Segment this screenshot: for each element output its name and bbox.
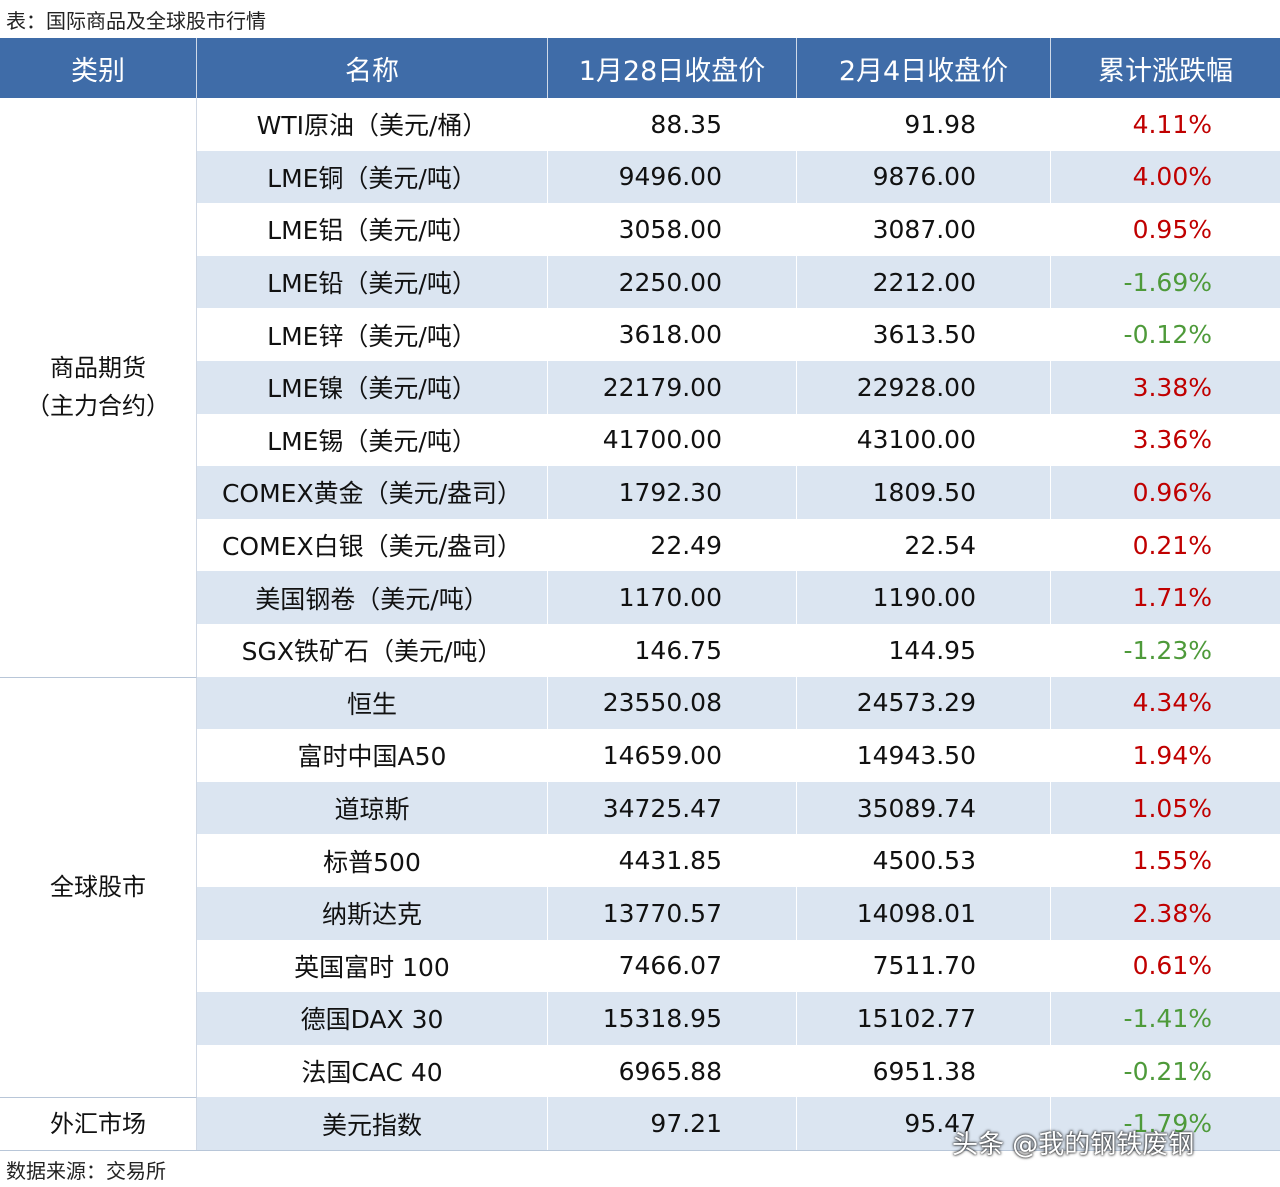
price-cell: 4500.53 <box>797 834 1051 887</box>
item-name: COMEX白银（美元/盎司） <box>197 518 548 572</box>
change-cell: 0.96% <box>1051 466 1280 519</box>
item-name: 英国富时 100 <box>197 939 548 993</box>
category-line: 全球股市 <box>50 873 146 902</box>
price-cell: 3058.00 <box>548 203 797 256</box>
change-cell: 4.00% <box>1051 150 1280 204</box>
price-cell: 1809.50 <box>797 466 1051 519</box>
price-cell: 34725.47 <box>548 781 797 835</box>
item-name: 富时中国A50 <box>197 729 548 782</box>
change-cell: -1.23% <box>1051 624 1280 677</box>
change-cell: 0.21% <box>1051 518 1280 572</box>
price-cell: 22.49 <box>548 518 797 572</box>
item-name: SGX铁矿石（美元/吨） <box>197 624 548 677</box>
item-name: LME锡（美元/吨） <box>197 413 548 467</box>
item-name: LME铜（美元/吨） <box>197 150 548 204</box>
change-cell: 0.61% <box>1051 939 1280 993</box>
price-cell: 3613.50 <box>797 308 1051 361</box>
change-cell: 1.55% <box>1051 834 1280 887</box>
category-cell: 商品期货 （主力合约） <box>0 98 197 677</box>
item-name: 德国DAX 30 <box>197 992 548 1045</box>
category-cell: 外汇市场 <box>0 1097 197 1150</box>
price-cell: 23550.08 <box>548 676 797 730</box>
price-cell: 4431.85 <box>548 834 797 887</box>
category-cell: 全球股市 <box>0 676 197 1098</box>
price-cell: 7511.70 <box>797 939 1051 993</box>
price-cell: 88.35 <box>548 98 797 151</box>
price-cell: 146.75 <box>548 624 797 677</box>
price-cell: 6951.38 <box>797 1044 1051 1098</box>
table-title: 表：国际商品及全球股市行情 <box>6 8 266 33</box>
change-cell: 0.95% <box>1051 203 1280 256</box>
price-cell: 35089.74 <box>797 781 1051 835</box>
category-line: 外汇市场 <box>50 1109 146 1138</box>
item-name: LME锌（美元/吨） <box>197 308 548 361</box>
price-cell: 6965.88 <box>548 1044 797 1098</box>
price-cell: 15318.95 <box>548 992 797 1045</box>
watermark: 头条 @我的钢铁废钢 <box>952 1129 1195 1160</box>
price-cell: 22928.00 <box>797 361 1051 414</box>
change-cell: 4.11% <box>1051 98 1280 151</box>
price-cell: 13770.57 <box>548 887 797 940</box>
change-cell: 2.38% <box>1051 887 1280 940</box>
price-cell: 9876.00 <box>797 150 1051 204</box>
change-cell: 3.38% <box>1051 361 1280 414</box>
item-name: 道琼斯 <box>197 781 548 835</box>
column-header: 名称 <box>197 38 548 98</box>
price-cell: 7466.07 <box>548 939 797 993</box>
price-cell: 14659.00 <box>548 729 797 782</box>
price-cell: 43100.00 <box>797 413 1051 467</box>
item-name: COMEX黄金（美元/盎司） <box>197 466 548 519</box>
change-cell: -1.69% <box>1051 255 1280 309</box>
item-name: 恒生 <box>197 676 548 730</box>
change-cell: -1.41% <box>1051 992 1280 1045</box>
price-cell: 95.47 <box>797 1097 1051 1150</box>
price-cell: 24573.29 <box>797 676 1051 730</box>
change-cell: 1.05% <box>1051 781 1280 835</box>
price-cell: 41700.00 <box>548 413 797 467</box>
column-header: 累计涨跌幅 <box>1051 38 1280 98</box>
source-note: 数据来源：交易所 <box>6 1158 166 1183</box>
change-cell: -0.12% <box>1051 308 1280 361</box>
change-cell: -1.79% <box>1051 1097 1280 1150</box>
change-cell: 1.71% <box>1051 571 1280 624</box>
price-cell: 1170.00 <box>548 571 797 624</box>
item-name: LME铝（美元/吨） <box>197 203 548 256</box>
column-header: 1月28日收盘价 <box>548 38 797 98</box>
price-cell: 3087.00 <box>797 203 1051 256</box>
change-cell: 4.34% <box>1051 676 1280 730</box>
column-header: 类别 <box>0 38 197 98</box>
category-line: （主力合约） <box>26 392 170 421</box>
price-cell: 1792.30 <box>548 466 797 519</box>
category-line: 商品期货 <box>50 353 146 382</box>
item-name: WTI原油（美元/桶） <box>197 98 548 151</box>
price-cell: 2250.00 <box>548 255 797 309</box>
price-cell: 2212.00 <box>797 255 1051 309</box>
item-name: 标普500 <box>197 834 548 887</box>
price-cell: 14098.01 <box>797 887 1051 940</box>
price-cell: 97.21 <box>548 1097 797 1150</box>
price-cell: 22179.00 <box>548 361 797 414</box>
price-cell: 91.98 <box>797 98 1051 151</box>
column-header: 2月4日收盘价 <box>797 38 1051 98</box>
item-name: LME镍（美元/吨） <box>197 361 548 414</box>
item-name: 美国钢卷（美元/吨） <box>197 571 548 624</box>
change-cell: -0.21% <box>1051 1044 1280 1098</box>
price-cell: 22.54 <box>797 518 1051 572</box>
price-cell: 9496.00 <box>548 150 797 204</box>
item-name: 美元指数 <box>197 1097 548 1150</box>
change-cell: 1.94% <box>1051 729 1280 782</box>
price-cell: 1190.00 <box>797 571 1051 624</box>
change-cell: 3.36% <box>1051 413 1280 467</box>
table-bottom-border <box>0 1150 1280 1151</box>
item-name: 法国CAC 40 <box>197 1044 548 1098</box>
price-cell: 144.95 <box>797 624 1051 677</box>
item-name: 纳斯达克 <box>197 887 548 940</box>
item-name: LME铅（美元/吨） <box>197 255 548 309</box>
price-cell: 15102.77 <box>797 992 1051 1045</box>
price-cell: 3618.00 <box>548 308 797 361</box>
price-cell: 14943.50 <box>797 729 1051 782</box>
